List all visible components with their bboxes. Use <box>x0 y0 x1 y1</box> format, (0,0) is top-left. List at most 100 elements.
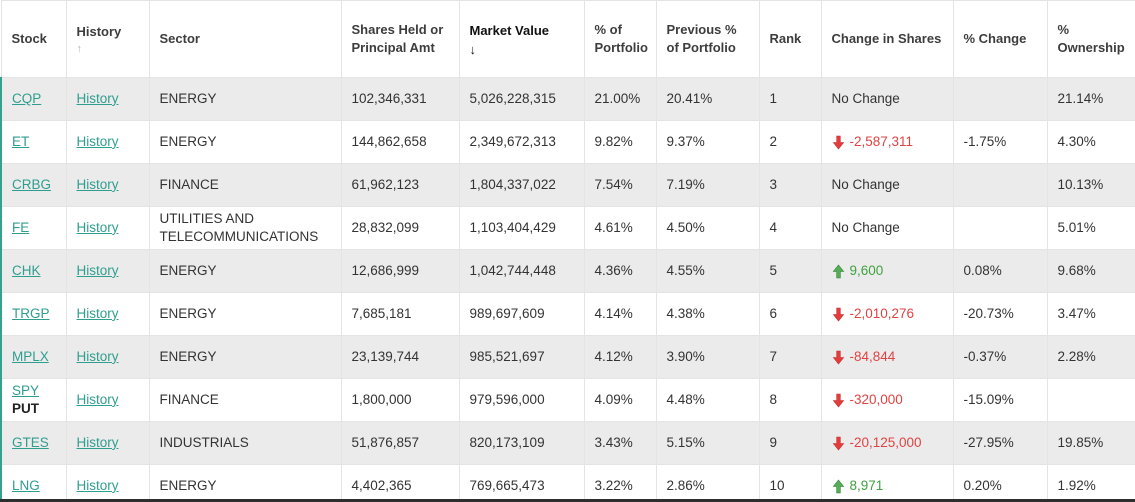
pct-change-cell: 0.08% <box>952 249 1048 293</box>
history-link[interactable]: History <box>76 391 119 407</box>
sector-cell: ENERGY <box>148 249 342 293</box>
shares-held-cell: 102,346,331 <box>340 77 460 121</box>
col-header-pct-change[interactable]: % Change <box>952 0 1048 78</box>
change-in-shares-cell: -2,587,311 <box>820 120 954 164</box>
stock-cell: TRGP <box>0 292 67 336</box>
history-link[interactable]: History <box>76 90 119 106</box>
arrow-down-icon <box>832 393 845 408</box>
pct-of-portfolio-cell: 9.82% <box>583 120 657 164</box>
pct-ownership-cell <box>1046 378 1135 422</box>
col-label-history: History <box>76 24 122 40</box>
col-header-sector[interactable]: Sector <box>148 0 342 78</box>
col-header-pct-of-portfolio[interactable]: % of Portfolio <box>583 0 657 78</box>
sector-cell: ENERGY <box>148 335 342 379</box>
rank-cell: 2 <box>758 120 822 164</box>
pct-of-portfolio-cell: 3.43% <box>583 421 657 465</box>
pct-change-cell: -0.37% <box>952 335 1048 379</box>
market-value-cell: 1,042,744,448 <box>458 249 585 293</box>
change-in-shares-cell: -320,000 <box>820 378 954 422</box>
shares-held-cell: 7,685,181 <box>340 292 460 336</box>
stock-link[interactable]: MPLX <box>12 348 49 364</box>
col-header-change-in-shares[interactable]: Change in Shares <box>820 0 954 78</box>
header-row: Stock History ↑ Sector Shares Held or Pri… <box>0 0 1135 78</box>
col-header-history[interactable]: History ↑ <box>65 0 150 78</box>
col-label-pct-change: % Change <box>963 31 1027 47</box>
previous-pct-cell: 7.19% <box>655 163 760 207</box>
change-in-shares-cell: 8,971 <box>820 464 954 502</box>
stock-cell: SPY PUT <box>0 378 67 422</box>
history-cell: History <box>65 206 150 250</box>
col-label-previous-pct: Previous % of Portfolio <box>666 22 737 55</box>
history-cell: History <box>65 77 150 121</box>
col-header-market-value[interactable]: Market Value ↓ <box>458 0 585 78</box>
change-in-shares-cell: -84,844 <box>820 335 954 379</box>
history-link[interactable]: History <box>76 133 119 149</box>
change-in-shares-cell: No Change <box>820 163 954 207</box>
sector-cell: UTILITIES AND TELECOMMUNICATIONS <box>148 206 342 250</box>
previous-pct-cell: 20.41% <box>655 77 760 121</box>
pct-of-portfolio-cell: 4.61% <box>583 206 657 250</box>
previous-pct-cell: 4.48% <box>655 378 760 422</box>
stock-link[interactable]: FE <box>12 219 30 235</box>
pct-change-cell <box>952 206 1048 250</box>
market-value-cell: 989,697,609 <box>458 292 585 336</box>
history-link[interactable]: History <box>76 262 119 278</box>
col-header-pct-ownership[interactable]: % Ownership <box>1046 0 1135 78</box>
stock-link[interactable]: CRBG <box>12 176 52 192</box>
sector-cell: FINANCE <box>148 378 342 422</box>
sector-cell: FINANCE <box>148 163 342 207</box>
stock-link[interactable]: ET <box>12 133 30 149</box>
sector-cell: INDUSTRIALS <box>148 421 342 465</box>
pct-ownership-cell: 2.28% <box>1046 335 1135 379</box>
pct-ownership-cell: 9.68% <box>1046 249 1135 293</box>
history-link[interactable]: History <box>76 477 119 493</box>
pct-ownership-cell: 3.47% <box>1046 292 1135 336</box>
history-link[interactable]: History <box>76 434 119 450</box>
col-header-rank[interactable]: Rank <box>758 0 822 78</box>
col-header-shares-held[interactable]: Shares Held or Principal Amt <box>340 0 460 78</box>
stock-link[interactable]: SPY <box>12 382 40 398</box>
col-label-pct-ownership: % Ownership <box>1057 22 1125 55</box>
change-value: No Change <box>831 90 900 106</box>
history-link[interactable]: History <box>76 305 119 321</box>
change-in-shares-cell: No Change <box>820 206 954 250</box>
col-label-market-value: Market Value <box>469 23 550 39</box>
pct-ownership-cell: 19.85% <box>1046 421 1135 465</box>
sector-cell: ENERGY <box>148 292 342 336</box>
stock-link[interactable]: CQP <box>12 90 42 106</box>
stock-link[interactable]: GTES <box>12 434 49 450</box>
rank-cell: 9 <box>758 421 822 465</box>
pct-change-cell: -20.73% <box>952 292 1048 336</box>
col-header-previous-pct[interactable]: Previous % of Portfolio <box>655 0 760 78</box>
sort-down-icon: ↓ <box>469 41 477 57</box>
bottom-edge-bar <box>0 499 1135 502</box>
change-value: -320,000 <box>849 391 903 407</box>
col-header-stock[interactable]: Stock <box>0 0 67 78</box>
stock-link[interactable]: LNG <box>12 477 40 493</box>
shares-held-cell: 144,862,658 <box>340 120 460 164</box>
history-link[interactable]: History <box>76 176 119 192</box>
col-label-sector: Sector <box>159 31 200 47</box>
stock-cell: CRBG <box>0 163 67 207</box>
history-link[interactable]: History <box>76 219 119 235</box>
previous-pct-cell: 4.55% <box>655 249 760 293</box>
arrow-up-icon <box>832 264 845 279</box>
change-value: No Change <box>831 219 900 235</box>
history-cell: History <box>65 421 150 465</box>
history-link[interactable]: History <box>76 348 119 364</box>
history-cell: History <box>65 249 150 293</box>
table-row: SPY PUT History FINANCE 1,800,000 979,596… <box>0 378 1135 422</box>
pct-of-portfolio-cell: 3.22% <box>583 464 657 502</box>
stock-link[interactable]: CHK <box>12 262 41 278</box>
pct-ownership-cell: 21.14% <box>1046 77 1135 121</box>
stock-cell: CQP <box>0 77 67 121</box>
stock-link[interactable]: TRGP <box>12 305 50 321</box>
history-cell: History <box>65 163 150 207</box>
previous-pct-cell: 4.50% <box>655 206 760 250</box>
pct-of-portfolio-cell: 4.12% <box>583 335 657 379</box>
rank-cell: 1 <box>758 77 822 121</box>
change-value: 8,971 <box>849 477 884 493</box>
previous-pct-cell: 4.38% <box>655 292 760 336</box>
col-label-shares-held: Shares Held or Principal Amt <box>351 22 444 55</box>
